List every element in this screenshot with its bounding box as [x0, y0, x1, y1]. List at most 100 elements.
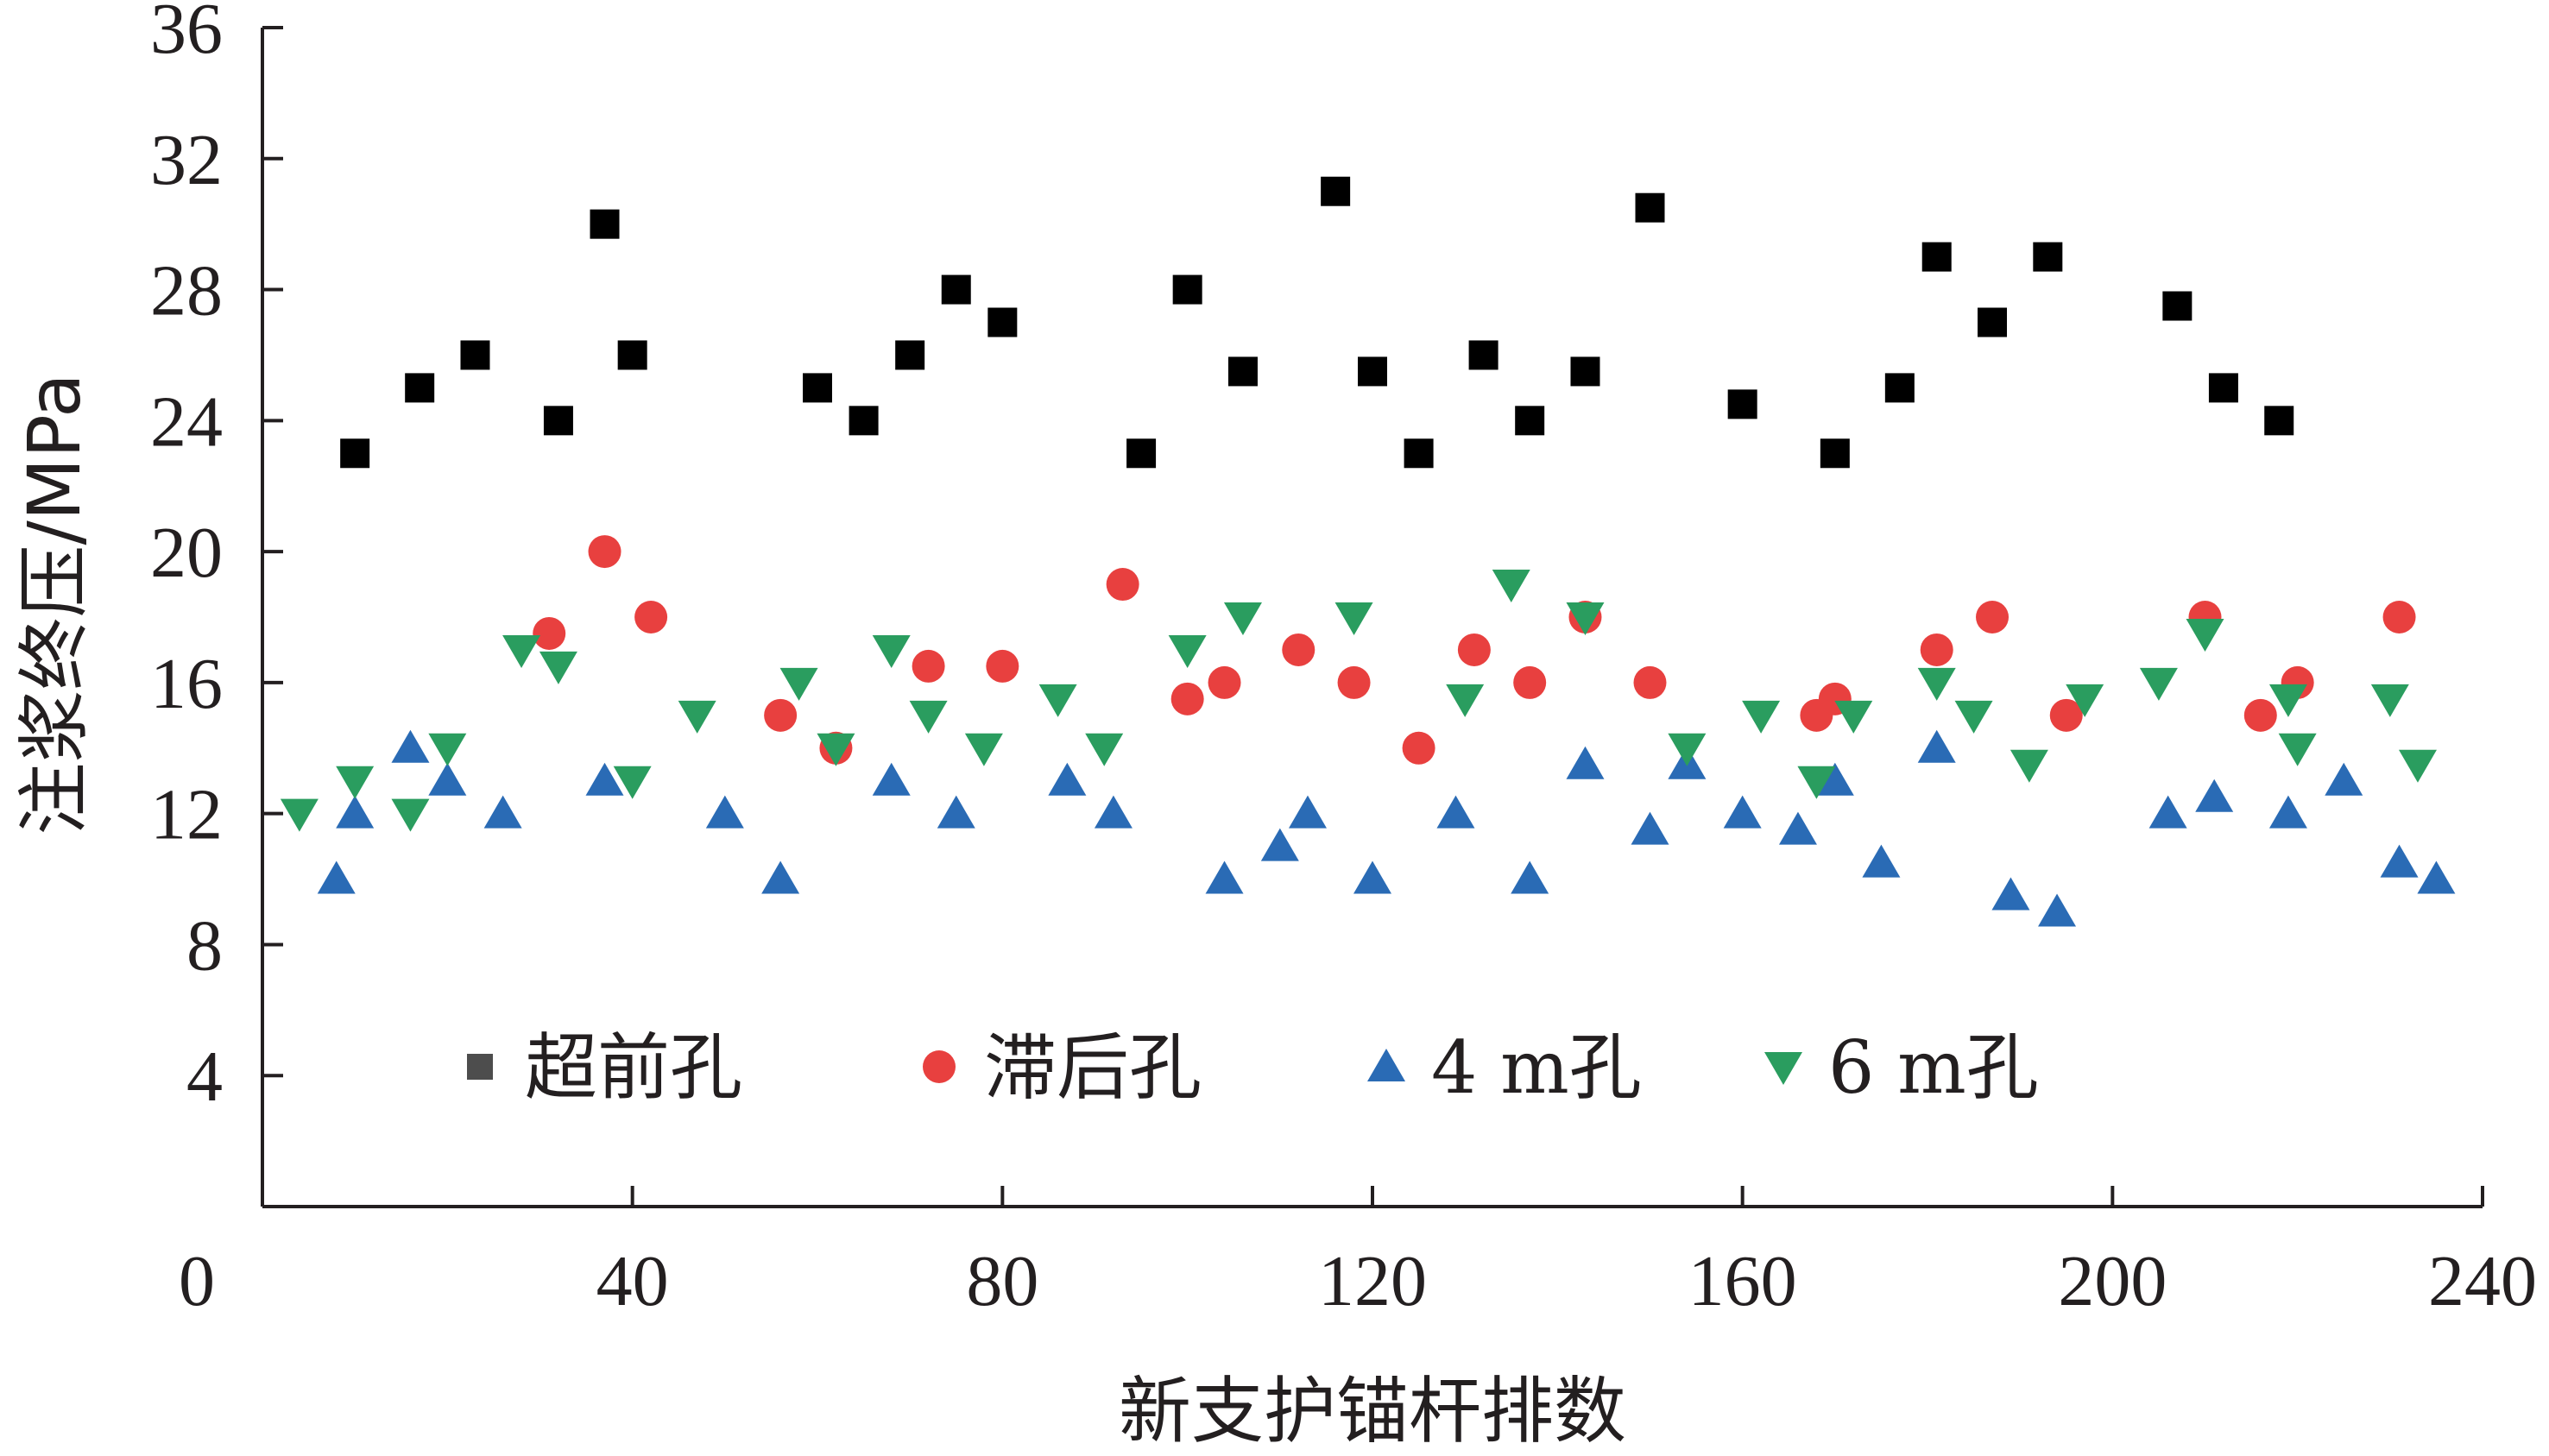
data-point-hole-4m — [937, 795, 975, 829]
data-point-advance-hole — [2208, 373, 2238, 403]
data-point-advance-hole — [1172, 274, 1202, 305]
data-point-hole-4m — [1566, 746, 1605, 779]
data-point-lag-hole — [1457, 633, 1491, 666]
legend-label-lag-hole: 滞后孔 — [984, 1025, 1202, 1110]
data-point-advance-hole — [543, 406, 573, 436]
data-point-advance-hole — [405, 373, 435, 403]
data-point-hole-4m — [428, 762, 467, 796]
data-point-hole-4m — [1260, 828, 1299, 861]
data-point-hole-4m — [872, 762, 911, 796]
data-point-hole-4m — [1288, 795, 1327, 829]
data-point-hole-4m — [1631, 811, 1669, 845]
data-point-hole-4m — [391, 729, 430, 763]
data-point-hole-4m — [2195, 778, 2234, 812]
data-point-advance-hole — [1635, 192, 1665, 223]
legend-label-hole-6m: 6 m孔 — [1828, 1025, 2039, 1110]
y-tick-label: 20 — [150, 513, 223, 593]
data-point-advance-hole — [2264, 406, 2294, 436]
data-points — [280, 176, 2456, 927]
data-point-hole-4m — [336, 795, 375, 829]
data-point-hole-6m — [613, 766, 652, 799]
data-point-lag-hole — [2243, 698, 2277, 732]
x-tick-label: 80 — [966, 1241, 1038, 1321]
chart-axes: 0 40 80 120 160 200 240 4 8 12 16 20 24 28 32 36 — [150, 0, 2537, 1321]
y-tick-label: 4 — [186, 1037, 223, 1117]
data-point-lag-hole — [634, 601, 668, 633]
data-point-hole-6m — [1334, 602, 1373, 635]
data-point-hole-6m — [817, 733, 855, 766]
data-point-lag-hole — [764, 698, 798, 732]
data-point-hole-6m — [2139, 667, 2178, 701]
data-point-hole-4m — [1205, 860, 1244, 894]
data-point-hole-6m — [2066, 684, 2104, 717]
data-point-advance-hole — [2033, 242, 2063, 272]
data-point-advance-hole — [340, 438, 370, 469]
data-point-advance-hole — [617, 340, 647, 370]
data-point-hole-6m — [280, 798, 319, 832]
series-hole-4m — [317, 729, 2456, 927]
data-point-hole-4m — [1511, 860, 1549, 894]
data-point-hole-6m — [336, 766, 375, 799]
legend-marker-advance-hole — [467, 1054, 493, 1080]
data-point-hole-6m — [2186, 618, 2224, 652]
data-point-hole-4m — [1778, 811, 1817, 845]
data-point-lag-hole — [1208, 665, 1241, 699]
data-point-hole-4m — [705, 795, 744, 829]
data-point-advance-hole — [1820, 438, 1850, 469]
x-tick-label: 200 — [2058, 1241, 2167, 1321]
data-point-hole-6m — [1668, 733, 1707, 766]
data-point-hole-6m — [2398, 749, 2437, 783]
data-point-hole-4m — [1048, 762, 1087, 796]
x-tick-label: 40 — [596, 1241, 669, 1321]
data-point-lag-hole — [1106, 568, 1139, 602]
data-point-advance-hole — [460, 340, 490, 370]
data-point-advance-hole — [1321, 176, 1351, 206]
data-point-lag-hole — [1170, 682, 1204, 715]
series-advance-hole — [340, 176, 2294, 469]
data-point-hole-6m — [1566, 602, 1605, 635]
data-point-lag-hole — [1513, 665, 1547, 699]
data-point-hole-6m — [1917, 667, 1956, 701]
data-point-hole-6m — [909, 700, 948, 734]
data-point-hole-4m — [2380, 844, 2419, 878]
y-axis-title: 注浆终压/MPa — [12, 373, 97, 835]
data-point-advance-hole — [941, 274, 971, 305]
data-point-hole-4m — [1436, 795, 1475, 829]
data-point-advance-hole — [849, 406, 879, 436]
legend-marker-lag-hole — [923, 1050, 956, 1083]
data-point-hole-6m — [1492, 570, 1530, 603]
data-point-hole-6m — [2010, 749, 2048, 783]
data-point-hole-4m — [2417, 860, 2456, 894]
data-point-advance-hole — [1515, 406, 1545, 436]
y-tick-label: 32 — [150, 120, 223, 200]
x-tick-label: 0 — [179, 1241, 215, 1321]
data-point-hole-6m — [1223, 602, 1262, 635]
data-point-hole-4m — [1917, 729, 1956, 763]
data-point-hole-6m — [1797, 766, 1836, 799]
data-point-hole-4m — [483, 795, 522, 829]
data-point-hole-4m — [1862, 844, 1901, 878]
data-point-advance-hole — [1921, 242, 1952, 272]
data-point-lag-hole — [1337, 665, 1371, 699]
data-point-advance-hole — [1570, 356, 1600, 387]
y-tick-label: 12 — [150, 775, 223, 855]
data-point-hole-6m — [2370, 684, 2409, 717]
data-point-hole-4m — [2148, 795, 2187, 829]
data-point-hole-4m — [1723, 795, 1762, 829]
legend-label-hole-4m: 4 m孔 — [1431, 1025, 1642, 1110]
data-point-advance-hole — [1978, 307, 2008, 337]
data-point-advance-hole — [987, 307, 1018, 337]
y-tick-label: 36 — [150, 0, 223, 69]
data-point-hole-6m — [1834, 700, 1873, 734]
legend: 超前孔 滞后孔 4 m孔 6 m孔 — [467, 1025, 2039, 1110]
data-point-advance-hole — [1884, 373, 1915, 403]
data-point-hole-4m — [2268, 795, 2307, 829]
data-point-hole-6m — [2268, 684, 2307, 717]
data-point-hole-4m — [1815, 762, 1854, 796]
data-point-lag-hole — [2049, 698, 2083, 732]
axis-titles: 新支护锚杆排数 注浆终压/MPa — [12, 373, 1626, 1453]
data-point-hole-6m — [2278, 733, 2317, 766]
data-point-hole-6m — [539, 651, 577, 684]
data-point-advance-hole — [1468, 340, 1498, 370]
